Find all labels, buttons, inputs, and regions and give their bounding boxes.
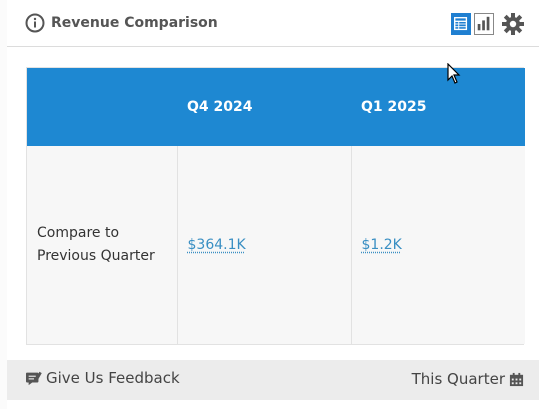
feedback-button[interactable]: Give Us Feedback xyxy=(25,369,180,387)
row-label: Compare to Previous Quarter xyxy=(37,225,155,264)
widget-footer: Give Us Feedback This Quarter xyxy=(7,360,539,400)
table-row: Compare to Previous Quarter $364.1K $1.2… xyxy=(27,146,525,344)
column-header-q1-2025: Q1 2025 xyxy=(361,99,427,115)
revenue-comparison-widget: Revenue Comparison xyxy=(7,0,539,409)
table-view-button[interactable] xyxy=(451,13,471,35)
value-link-q4-2024[interactable]: $364.1K xyxy=(187,236,246,253)
cell-q1-2025: $1.2K xyxy=(350,146,525,344)
period-label: This Quarter xyxy=(411,370,505,388)
widget-header: Revenue Comparison xyxy=(7,0,539,47)
table-header-row: Q4 2024 Q1 2025 xyxy=(27,68,525,146)
table-view-icon xyxy=(454,17,468,31)
gear-icon[interactable] xyxy=(501,12,525,36)
calendar-icon xyxy=(509,372,524,386)
period-selector[interactable]: This Quarter xyxy=(412,370,524,388)
value-link-q1-2025[interactable]: $1.2K xyxy=(361,236,402,253)
chart-view-button[interactable] xyxy=(474,13,494,35)
column-header-q4-2024: Q4 2024 xyxy=(187,99,253,115)
info-icon[interactable] xyxy=(25,13,45,33)
feedback-label: Give Us Feedback xyxy=(46,369,180,387)
mouse-cursor-icon xyxy=(447,63,461,84)
feedback-icon xyxy=(26,371,42,386)
cell-q4-2024: $364.1K xyxy=(176,146,351,344)
bar-chart-icon xyxy=(477,16,490,31)
comparison-table: Q4 2024 Q1 2025 Compare to Previous Quar… xyxy=(26,67,525,345)
column-header-blank xyxy=(27,68,177,146)
widget-title: Revenue Comparison xyxy=(51,15,218,31)
